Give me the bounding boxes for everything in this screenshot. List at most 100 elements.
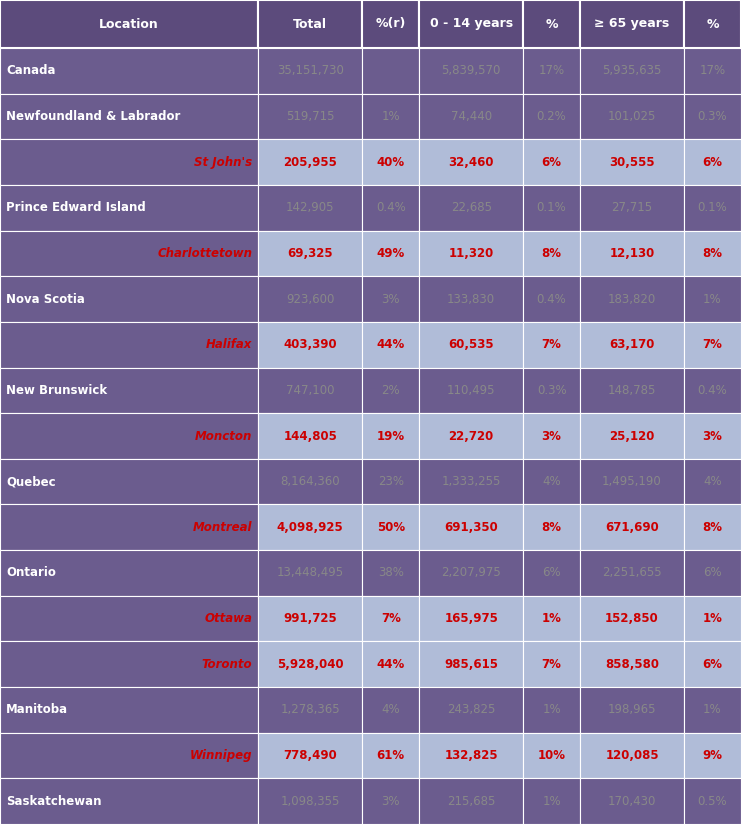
Bar <box>684 596 741 641</box>
Bar <box>419 459 523 504</box>
Text: 7%: 7% <box>542 658 562 671</box>
Text: 8%: 8% <box>542 521 562 534</box>
Bar <box>684 733 741 779</box>
Bar <box>580 48 684 94</box>
Bar <box>419 596 523 641</box>
Bar <box>362 733 419 779</box>
Text: 1,495,190: 1,495,190 <box>602 475 662 488</box>
Bar <box>259 641 362 687</box>
Bar <box>259 596 362 641</box>
Bar <box>523 48 580 94</box>
Bar <box>580 550 684 596</box>
Bar <box>684 413 741 459</box>
Bar <box>259 733 362 779</box>
Text: 7%: 7% <box>702 338 722 351</box>
Text: Toronto: Toronto <box>202 658 253 671</box>
Text: 1,278,365: 1,278,365 <box>280 704 340 716</box>
Text: 30,555: 30,555 <box>609 156 655 169</box>
Bar <box>0 596 259 641</box>
Bar <box>259 139 362 185</box>
Text: 205,955: 205,955 <box>283 156 337 169</box>
Bar <box>362 0 419 48</box>
Bar <box>419 687 523 733</box>
Bar <box>362 139 419 185</box>
Text: Saskatchewan: Saskatchewan <box>6 794 102 808</box>
Bar <box>523 0 580 48</box>
Text: 5,839,570: 5,839,570 <box>442 64 501 77</box>
Text: 183,820: 183,820 <box>608 293 656 306</box>
Bar <box>523 733 580 779</box>
Bar <box>684 550 741 596</box>
Text: 1,333,255: 1,333,255 <box>442 475 501 488</box>
Bar <box>419 413 523 459</box>
Bar <box>523 368 580 413</box>
Bar <box>362 48 419 94</box>
Text: 858,580: 858,580 <box>605 658 659 671</box>
Text: 671,690: 671,690 <box>605 521 659 534</box>
Bar <box>259 779 362 824</box>
Bar <box>362 185 419 231</box>
Bar <box>259 550 362 596</box>
Bar <box>259 322 362 368</box>
Text: %(r): %(r) <box>376 17 406 30</box>
Text: Manitoba: Manitoba <box>6 704 68 716</box>
Bar <box>0 550 259 596</box>
Text: 1%: 1% <box>702 612 722 625</box>
Bar <box>259 504 362 550</box>
Text: 32,460: 32,460 <box>448 156 494 169</box>
Bar <box>362 504 419 550</box>
Text: 0.1%: 0.1% <box>536 201 566 214</box>
Text: Moncton: Moncton <box>195 429 253 442</box>
Bar <box>684 687 741 733</box>
Bar <box>0 368 259 413</box>
Text: 12,130: 12,130 <box>609 247 654 260</box>
Text: Location: Location <box>99 17 159 30</box>
Bar <box>259 276 362 322</box>
Text: 6%: 6% <box>542 156 562 169</box>
Text: 2,251,655: 2,251,655 <box>602 566 662 579</box>
Bar <box>684 276 741 322</box>
Bar <box>684 139 741 185</box>
Bar <box>419 139 523 185</box>
Bar <box>362 596 419 641</box>
Text: %: % <box>706 17 719 30</box>
Bar <box>419 231 523 276</box>
Bar <box>580 94 684 139</box>
Text: 1%: 1% <box>542 794 561 808</box>
Bar <box>259 368 362 413</box>
Text: Montreal: Montreal <box>193 521 253 534</box>
Text: Canada: Canada <box>6 64 56 77</box>
Text: 0.2%: 0.2% <box>536 110 566 123</box>
Text: Total: Total <box>293 17 328 30</box>
Bar <box>580 139 684 185</box>
Bar <box>523 185 580 231</box>
Bar <box>580 641 684 687</box>
Bar <box>580 231 684 276</box>
Text: 101,025: 101,025 <box>608 110 657 123</box>
Text: 27,715: 27,715 <box>611 201 653 214</box>
Bar <box>419 94 523 139</box>
Bar <box>523 504 580 550</box>
Bar <box>259 185 362 231</box>
Text: 0.4%: 0.4% <box>536 293 566 306</box>
Text: 49%: 49% <box>376 247 405 260</box>
Text: Winnipeg: Winnipeg <box>190 749 253 762</box>
Text: 25,120: 25,120 <box>609 429 655 442</box>
Text: 10%: 10% <box>537 749 565 762</box>
Text: ≥ 65 years: ≥ 65 years <box>594 17 670 30</box>
Text: 519,715: 519,715 <box>286 110 334 123</box>
Text: Ottawa: Ottawa <box>205 612 253 625</box>
Bar <box>0 504 259 550</box>
Bar <box>523 413 580 459</box>
Bar <box>362 276 419 322</box>
Text: 152,850: 152,850 <box>605 612 659 625</box>
Bar <box>580 0 684 48</box>
Bar <box>259 0 362 48</box>
Bar <box>0 231 259 276</box>
Text: 2,207,975: 2,207,975 <box>442 566 501 579</box>
Bar <box>0 322 259 368</box>
Text: 8%: 8% <box>702 247 722 260</box>
Bar <box>0 185 259 231</box>
Text: 120,085: 120,085 <box>605 749 659 762</box>
Bar <box>580 733 684 779</box>
